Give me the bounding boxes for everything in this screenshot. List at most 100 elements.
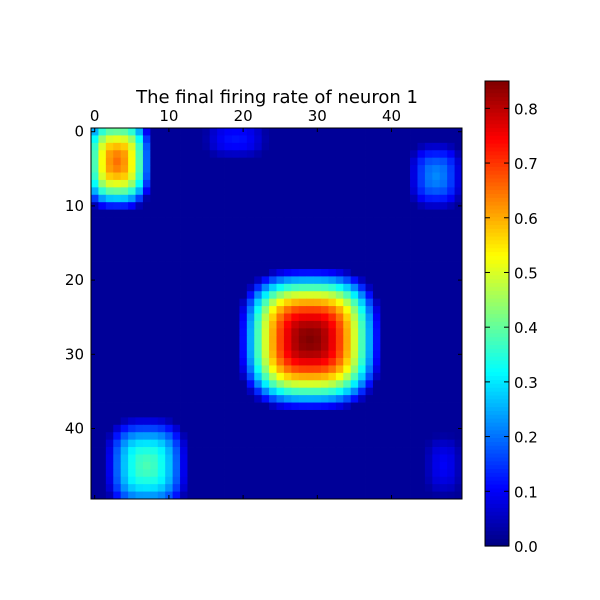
heatmap-cell [157,194,166,203]
heatmap-cell [105,484,114,492]
heatmap-cell [180,424,188,433]
heatmap-cell [261,217,270,225]
heatmap-cell [358,439,366,448]
heatmap-cell [261,150,270,159]
heatmap-cell [291,343,300,351]
heatmap-cell [395,380,404,389]
heatmap-cell [157,358,166,366]
heatmap-cell [246,343,255,351]
heatmap-cell [454,172,463,181]
heatmap-cell [321,202,329,211]
heatmap-cell [180,194,188,203]
heatmap-cell [447,476,455,485]
heatmap-cell [246,491,255,500]
heatmap-cell [402,387,411,396]
heatmap-cell [276,343,285,351]
heatmap-cell [402,395,411,403]
heatmap-cell [395,128,404,136]
heatmap-cell [350,283,359,292]
heatmap-cell [402,142,411,151]
heatmap-cell [217,476,225,485]
heatmap-cell [217,439,225,448]
colorbar-segment [485,274,509,280]
heatmap-cell [395,239,404,248]
heatmap-plot [91,128,463,500]
heatmap-cell [283,350,292,359]
heatmap-cell [239,268,248,277]
heatmap-cell [387,417,396,426]
heatmap-cell [91,291,99,300]
heatmap-cell [358,461,366,470]
heatmap-cell [91,298,99,307]
heatmap-cell [417,194,426,203]
heatmap-cell [365,365,374,374]
heatmap-cell [365,387,374,396]
colorbar-segment [485,162,509,167]
heatmap-cell [424,306,433,314]
heatmap-cell [447,246,455,255]
heatmap-cell [410,291,418,300]
heatmap-cell [372,224,381,233]
heatmap-cell [180,150,188,159]
heatmap-cell [217,283,225,292]
heatmap-cell [417,380,426,389]
heatmap-cell [343,491,352,500]
heatmap-cell [298,291,307,300]
heatmap-cell [194,142,203,151]
heatmap-cell [395,217,404,225]
heatmap-cell [335,283,344,292]
heatmap-cell [224,343,233,351]
heatmap-cell [291,417,300,426]
heatmap-cell [380,231,389,240]
heatmap-cell [454,432,463,441]
heatmap-cell [358,469,366,478]
heatmap-cell [439,128,448,136]
heatmap-cell [239,372,248,381]
heatmap-cell [231,194,240,203]
heatmap-cell [335,172,344,181]
heatmap-cell [113,306,122,314]
heatmap-cell [194,246,203,255]
heatmap-cell [321,283,329,292]
heatmap-cell [328,306,337,314]
heatmap-cell [283,313,292,322]
heatmap-cell [135,128,144,136]
heatmap-cell [321,380,329,389]
heatmap-cell [454,409,463,418]
heatmap-cell [380,283,389,292]
heatmap-cell [350,276,359,285]
heatmap-cell [372,268,381,277]
heatmap-cell [387,409,396,418]
plot-frame [90,127,463,500]
heatmap-cell [350,172,359,181]
heatmap-cell [432,424,441,433]
heatmap-cell [298,135,307,144]
heatmap-cell [202,469,211,478]
heatmap-cell [350,417,359,426]
heatmap-cell [180,350,188,359]
heatmap-cell [402,157,411,166]
heatmap-cell [291,380,300,389]
heatmap-cell [358,231,366,240]
heatmap-cell [298,157,307,166]
heatmap-cell [187,239,196,248]
heatmap-cell [120,165,129,173]
heatmap-cell [128,476,136,485]
heatmap-cell [194,209,203,218]
heatmap-cell [239,365,248,374]
heatmap-cell [424,231,433,240]
heatmap-cell [321,395,329,403]
heatmap-cell [276,372,285,381]
heatmap-cell [224,194,233,203]
heatmap-cell [417,306,426,314]
heatmap-cell [321,187,329,196]
heatmap-cell [254,387,263,396]
heatmap-cell [165,439,174,448]
heatmap-cell [439,409,448,418]
heatmap-cell [142,439,151,448]
heatmap-cell [239,194,248,203]
heatmap-cell [283,157,292,166]
heatmap-cell [224,454,233,463]
heatmap-cell [98,165,107,173]
heatmap-cell [454,298,463,307]
